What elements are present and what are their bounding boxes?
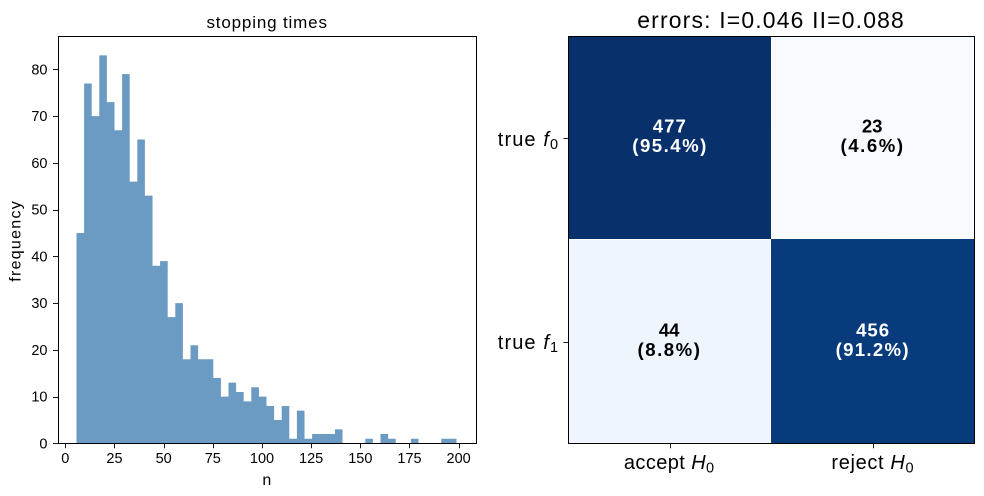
- svg-text:accept H0: accept H0: [624, 452, 714, 476]
- svg-text:n: n: [262, 472, 271, 489]
- svg-text:20: 20: [31, 343, 47, 359]
- svg-text:175: 175: [397, 451, 421, 467]
- svg-text:stopping times: stopping times: [206, 13, 327, 32]
- svg-text:60: 60: [31, 156, 47, 172]
- svg-text:(95.4%): (95.4%): [632, 135, 706, 156]
- svg-text:75: 75: [205, 451, 221, 467]
- svg-text:44: 44: [659, 319, 680, 340]
- svg-text:125: 125: [299, 451, 323, 467]
- svg-text:456: 456: [856, 319, 889, 340]
- svg-text:30: 30: [31, 296, 47, 312]
- svg-text:(4.6%): (4.6%): [841, 135, 904, 156]
- svg-text:frequency: frequency: [8, 201, 25, 282]
- svg-text:true f1: true f1: [498, 332, 558, 356]
- svg-text:25: 25: [106, 451, 122, 467]
- svg-text:80: 80: [31, 62, 47, 78]
- svg-text:reject H0: reject H0: [831, 452, 913, 476]
- svg-text:50: 50: [31, 203, 47, 219]
- svg-text:(91.2%): (91.2%): [836, 339, 909, 360]
- svg-text:50: 50: [156, 451, 172, 467]
- svg-text:200: 200: [447, 451, 471, 467]
- svg-text:(8.8%): (8.8%): [637, 339, 700, 360]
- svg-text:23: 23: [862, 115, 883, 136]
- svg-text:true f0: true f0: [498, 129, 558, 153]
- svg-text:100: 100: [250, 451, 274, 467]
- svg-text:70: 70: [31, 109, 47, 125]
- svg-text:10: 10: [31, 390, 47, 406]
- svg-text:150: 150: [348, 451, 372, 467]
- svg-text:0: 0: [39, 436, 47, 452]
- svg-text:errors: I=0.046 II=0.088: errors: I=0.046 II=0.088: [637, 7, 904, 33]
- svg-text:0: 0: [61, 451, 69, 467]
- svg-text:40: 40: [31, 249, 47, 265]
- svg-text:477: 477: [653, 115, 686, 136]
